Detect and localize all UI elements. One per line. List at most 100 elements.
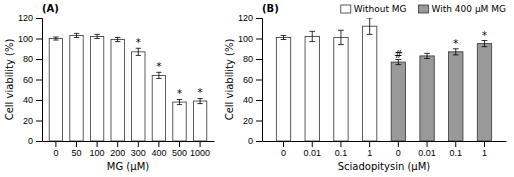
chart: ****050100200300400500100002040608010012…	[0, 0, 514, 177]
y-axis: 020406080100120	[238, 13, 263, 146]
bar	[70, 35, 83, 141]
error-bar	[74, 33, 79, 37]
tick-mark	[256, 141, 262, 142]
tick-mark	[398, 141, 399, 147]
tick-mark	[179, 141, 180, 147]
tick-mark	[36, 80, 42, 81]
bar	[132, 52, 145, 141]
bar	[111, 40, 124, 141]
error-bar	[395, 60, 401, 65]
tick-mark	[340, 141, 341, 147]
tick-label: 0.1	[335, 148, 348, 158]
x-axis: 00.010.1100.010.11	[263, 141, 507, 158]
error-bar	[453, 49, 459, 55]
error-bar	[309, 31, 315, 41]
tick-label: 120	[238, 13, 253, 23]
error-bar	[136, 48, 141, 55]
error-bar	[281, 35, 287, 39]
bar	[391, 62, 405, 141]
bar	[362, 26, 376, 141]
tick-mark	[256, 39, 262, 40]
tick-mark	[256, 121, 262, 122]
y-axis-title: Cell viability (%)	[224, 39, 235, 121]
legend-swatch	[419, 5, 429, 13]
error-bar	[482, 41, 488, 47]
tick-label: 100	[90, 148, 105, 158]
bar	[305, 36, 319, 141]
tick: 0	[53, 141, 58, 158]
tick: 0.1	[335, 141, 348, 158]
significance-marker: #	[394, 49, 402, 60]
title: (A)	[42, 3, 59, 14]
tick-mark	[36, 59, 42, 60]
tick-mark	[283, 141, 284, 147]
tick: 20	[243, 116, 262, 126]
tick: 100	[18, 34, 42, 44]
legend-item: With 400 μM MG	[419, 4, 506, 14]
bar	[334, 37, 348, 141]
tick-mark	[256, 18, 262, 19]
tick-label: 0.1	[450, 148, 463, 158]
tick-mark	[36, 141, 42, 142]
tick-label: 1	[367, 148, 372, 158]
error-bar	[197, 98, 202, 103]
significance-marker: *	[177, 88, 182, 99]
tick-label: 100	[18, 34, 33, 44]
tick-mark	[138, 141, 139, 147]
tick-label: 0	[28, 136, 33, 146]
error-bar	[424, 53, 430, 58]
tick: 60	[243, 75, 262, 85]
tick-label: 20	[243, 116, 253, 126]
legend-label: Without MG	[354, 4, 407, 14]
tick: 40	[243, 95, 262, 105]
tick-label: 0.01	[418, 148, 436, 158]
x-axis-title: Sciadopitysin (μM)	[338, 161, 431, 172]
tick-mark	[97, 141, 98, 147]
tick: 80	[23, 54, 42, 64]
tick-mark	[369, 141, 370, 147]
tick-label: 0	[53, 148, 58, 158]
tick-mark	[36, 121, 42, 122]
tick: 1	[367, 141, 372, 158]
tick-label: 100	[238, 34, 253, 44]
tick-label: 50	[71, 148, 81, 158]
y-axis-title: Cell viability (%)	[4, 39, 15, 121]
tick: 400	[151, 141, 166, 158]
tick-mark	[117, 141, 118, 147]
marks	[276, 18, 491, 141]
tick: 100	[238, 34, 262, 44]
tick-mark	[484, 141, 485, 147]
tick: 50	[71, 141, 81, 158]
tick-mark	[427, 141, 428, 147]
axis-line	[36, 19, 43, 142]
y-axis: 020406080100120	[18, 13, 43, 146]
tick-label: 200	[110, 148, 125, 158]
tick-mark	[256, 80, 262, 81]
bar	[152, 75, 165, 141]
tick: 200	[110, 141, 125, 158]
axis-line	[263, 141, 507, 142]
marks	[49, 33, 207, 141]
significance-marker: *	[156, 61, 161, 72]
error-bar	[367, 18, 373, 34]
x-axis: 0501002003004005001000	[43, 141, 215, 158]
tick-label: 1000	[190, 148, 210, 158]
tick-label: 1	[482, 148, 487, 158]
x-axis-title: MG (μM)	[107, 161, 149, 172]
significance-marker: *	[453, 38, 458, 49]
tick: 1000	[190, 141, 210, 158]
bar	[449, 52, 463, 141]
error-bar	[115, 37, 120, 41]
tick-mark	[55, 141, 56, 147]
tick-label: 0	[396, 148, 401, 158]
significance-marker: *	[198, 87, 203, 98]
tick-mark	[200, 141, 201, 147]
bar	[193, 101, 206, 141]
tick-mark	[455, 141, 456, 147]
tick: 20	[23, 116, 42, 126]
tick: 0.01	[418, 141, 436, 158]
annotations: ****	[136, 37, 203, 99]
tick-mark	[36, 100, 42, 101]
bar	[49, 39, 62, 142]
tick: 80	[243, 54, 262, 64]
